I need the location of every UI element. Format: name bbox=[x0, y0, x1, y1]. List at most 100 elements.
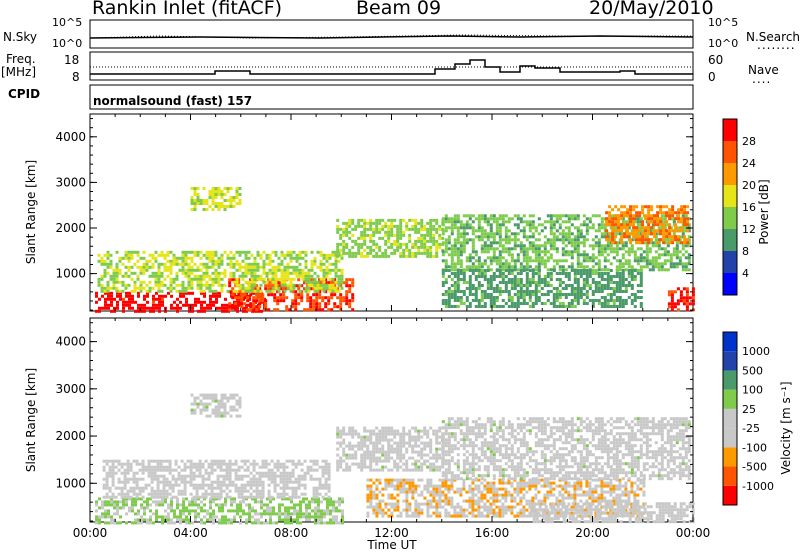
power-cell bbox=[591, 290, 595, 293]
velocity-cell bbox=[195, 486, 199, 490]
power-cell bbox=[447, 253, 451, 257]
power-cell bbox=[617, 220, 621, 224]
power-cell bbox=[199, 199, 203, 202]
power-cell bbox=[480, 214, 484, 218]
power-cell bbox=[683, 205, 687, 209]
power-cell bbox=[543, 259, 547, 263]
power-cell bbox=[672, 250, 676, 254]
power-cell bbox=[259, 283, 263, 287]
power-cell bbox=[656, 214, 660, 218]
velocity-cell bbox=[288, 495, 292, 499]
power-cell bbox=[235, 196, 239, 199]
power-cell bbox=[342, 248, 346, 252]
velocity-cell bbox=[366, 438, 370, 442]
velocity-cell bbox=[315, 459, 319, 463]
power-cell bbox=[173, 300, 176, 304]
power-cell bbox=[191, 306, 194, 310]
velocity-cell bbox=[269, 500, 272, 504]
velocity-cell bbox=[399, 432, 403, 436]
power-cell bbox=[647, 223, 651, 227]
velocity-cell bbox=[225, 492, 229, 496]
power-cell bbox=[629, 211, 633, 215]
power-cell bbox=[459, 247, 463, 251]
power-cell bbox=[122, 309, 125, 313]
velocity-cell bbox=[263, 512, 266, 516]
power-cell bbox=[600, 244, 604, 248]
velocity-cell bbox=[393, 429, 397, 433]
power-cell bbox=[522, 293, 526, 296]
power-cell bbox=[453, 299, 457, 302]
power-cell bbox=[585, 293, 589, 296]
velocity-cell bbox=[144, 483, 148, 487]
power-cell bbox=[579, 296, 583, 299]
power-cell bbox=[205, 250, 209, 254]
power-cell bbox=[357, 224, 361, 228]
velocity-cell bbox=[402, 435, 406, 439]
power-cell bbox=[360, 251, 364, 255]
velocity-cell bbox=[384, 465, 388, 469]
power-cell bbox=[286, 271, 290, 275]
power-cell bbox=[130, 250, 134, 254]
power-cell bbox=[256, 253, 260, 257]
velocity-cell bbox=[240, 483, 244, 487]
velocity-cell bbox=[255, 477, 259, 481]
power-cell bbox=[682, 287, 686, 291]
power-cell bbox=[636, 290, 640, 293]
power-cell bbox=[591, 299, 595, 302]
velocity-cell bbox=[200, 500, 203, 504]
power-cell bbox=[537, 265, 541, 269]
power-cell bbox=[686, 211, 690, 215]
velocity-cell bbox=[217, 414, 221, 418]
velocity-cell bbox=[240, 459, 244, 463]
power-cell bbox=[573, 247, 577, 251]
power-cell bbox=[456, 278, 460, 281]
power-cell bbox=[618, 278, 622, 281]
power-cell bbox=[576, 229, 580, 233]
velocity-cell bbox=[354, 444, 358, 448]
power-cell bbox=[399, 245, 403, 249]
power-cell bbox=[214, 187, 218, 190]
velocity-cell bbox=[131, 500, 134, 504]
power-cell bbox=[609, 214, 613, 218]
power-cell bbox=[193, 199, 197, 202]
power-cell bbox=[504, 265, 508, 269]
velocity-cell bbox=[236, 512, 239, 516]
velocity-cell bbox=[272, 497, 275, 501]
power-cell bbox=[657, 244, 661, 248]
power-cell bbox=[441, 269, 445, 272]
power-cell bbox=[570, 256, 574, 260]
velocity-cell bbox=[411, 426, 415, 430]
velocity-cell bbox=[384, 459, 388, 463]
power-cell bbox=[528, 265, 532, 269]
power-cell bbox=[130, 256, 134, 260]
power-cell bbox=[244, 289, 248, 293]
velocity-cell bbox=[258, 474, 262, 478]
velocity-cell bbox=[193, 402, 197, 406]
velocity-cell bbox=[417, 432, 421, 436]
power-cell bbox=[310, 283, 314, 287]
power-cell bbox=[298, 271, 302, 275]
power-cell bbox=[555, 272, 559, 275]
power-cell bbox=[139, 283, 143, 287]
power-cell bbox=[414, 224, 418, 228]
power-cell bbox=[630, 265, 634, 269]
power-cell bbox=[378, 230, 382, 234]
power-cell bbox=[328, 277, 332, 281]
power-cell bbox=[229, 271, 233, 275]
power-cell bbox=[531, 293, 535, 296]
power-cell bbox=[501, 220, 505, 224]
power-cell bbox=[224, 303, 227, 307]
velocity-cell bbox=[327, 462, 331, 466]
velocity-cell bbox=[205, 405, 209, 409]
power-cell bbox=[525, 253, 529, 257]
velocity-cell bbox=[132, 471, 136, 475]
power-cell bbox=[614, 235, 618, 239]
power-cell bbox=[528, 241, 532, 245]
power-cell bbox=[501, 290, 505, 293]
velocity-cell bbox=[153, 492, 157, 496]
power-cell bbox=[489, 305, 493, 308]
power-cell bbox=[181, 268, 185, 272]
velocity-cell bbox=[369, 438, 373, 442]
velocity-cell bbox=[225, 465, 229, 469]
power-cell bbox=[620, 238, 624, 242]
